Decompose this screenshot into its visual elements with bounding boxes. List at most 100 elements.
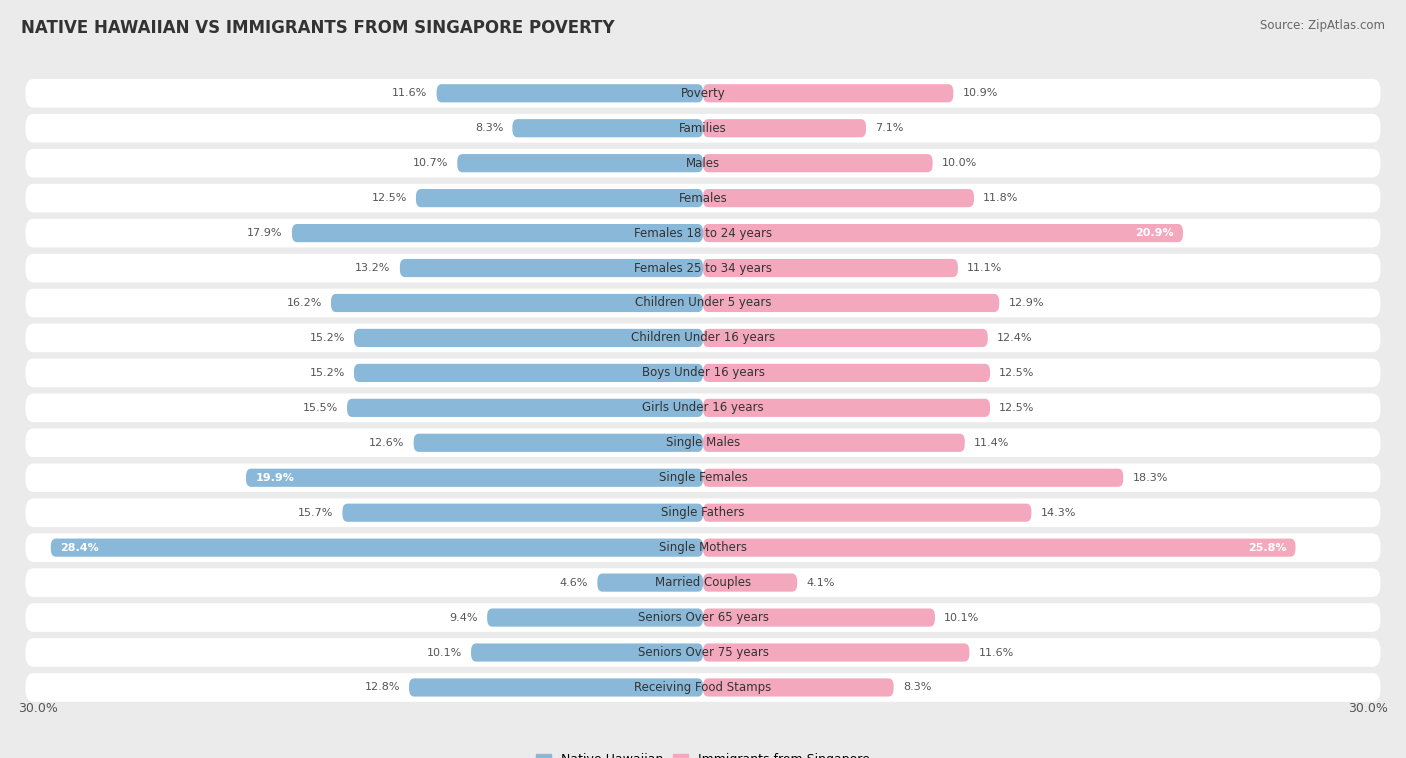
Text: 10.0%: 10.0% [942, 158, 977, 168]
Text: 11.6%: 11.6% [392, 88, 427, 99]
FancyBboxPatch shape [25, 183, 1381, 212]
Text: 10.1%: 10.1% [426, 647, 463, 657]
Text: 11.8%: 11.8% [983, 193, 1018, 203]
Text: 10.7%: 10.7% [413, 158, 449, 168]
Text: 19.9%: 19.9% [256, 473, 294, 483]
FancyBboxPatch shape [409, 678, 703, 697]
Text: 12.5%: 12.5% [1000, 368, 1035, 378]
FancyBboxPatch shape [703, 468, 1123, 487]
FancyBboxPatch shape [703, 224, 1182, 242]
FancyBboxPatch shape [413, 434, 703, 452]
Text: Receiving Food Stamps: Receiving Food Stamps [634, 681, 772, 694]
Text: 30.0%: 30.0% [1348, 702, 1388, 716]
FancyBboxPatch shape [437, 84, 703, 102]
Legend: Native Hawaiian, Immigrants from Singapore: Native Hawaiian, Immigrants from Singapo… [531, 748, 875, 758]
Text: Seniors Over 65 years: Seniors Over 65 years [637, 611, 769, 624]
Text: Single Mothers: Single Mothers [659, 541, 747, 554]
FancyBboxPatch shape [457, 154, 703, 172]
FancyBboxPatch shape [25, 79, 1381, 108]
FancyBboxPatch shape [703, 154, 932, 172]
Text: 16.2%: 16.2% [287, 298, 322, 308]
Text: 12.5%: 12.5% [371, 193, 406, 203]
Text: 10.9%: 10.9% [963, 88, 998, 99]
FancyBboxPatch shape [343, 503, 703, 522]
FancyBboxPatch shape [246, 468, 703, 487]
Text: Single Females: Single Females [658, 471, 748, 484]
Text: Seniors Over 75 years: Seniors Over 75 years [637, 646, 769, 659]
Text: Girls Under 16 years: Girls Under 16 years [643, 401, 763, 415]
FancyBboxPatch shape [399, 259, 703, 277]
Text: 8.3%: 8.3% [475, 124, 503, 133]
FancyBboxPatch shape [416, 189, 703, 207]
Text: 12.5%: 12.5% [1000, 402, 1035, 413]
Text: Males: Males [686, 157, 720, 170]
FancyBboxPatch shape [703, 84, 953, 102]
Text: 10.1%: 10.1% [945, 612, 980, 622]
Text: 12.6%: 12.6% [370, 438, 405, 448]
Text: Married Couples: Married Couples [655, 576, 751, 589]
FancyBboxPatch shape [703, 399, 990, 417]
FancyBboxPatch shape [25, 289, 1381, 318]
FancyBboxPatch shape [703, 574, 797, 592]
Text: 25.8%: 25.8% [1247, 543, 1286, 553]
Text: 15.2%: 15.2% [309, 333, 344, 343]
Text: Single Fathers: Single Fathers [661, 506, 745, 519]
Text: 13.2%: 13.2% [356, 263, 391, 273]
Text: NATIVE HAWAIIAN VS IMMIGRANTS FROM SINGAPORE POVERTY: NATIVE HAWAIIAN VS IMMIGRANTS FROM SINGA… [21, 19, 614, 37]
FancyBboxPatch shape [25, 534, 1381, 562]
FancyBboxPatch shape [25, 603, 1381, 632]
Text: 15.2%: 15.2% [309, 368, 344, 378]
Text: 15.5%: 15.5% [302, 402, 337, 413]
Text: Families: Families [679, 122, 727, 135]
FancyBboxPatch shape [25, 219, 1381, 247]
FancyBboxPatch shape [25, 324, 1381, 352]
Text: 15.7%: 15.7% [298, 508, 333, 518]
Text: 12.8%: 12.8% [364, 682, 399, 693]
Text: 7.1%: 7.1% [875, 124, 904, 133]
FancyBboxPatch shape [347, 399, 703, 417]
Text: 11.6%: 11.6% [979, 647, 1014, 657]
Text: Females 18 to 24 years: Females 18 to 24 years [634, 227, 772, 240]
Text: 18.3%: 18.3% [1132, 473, 1168, 483]
Text: Females: Females [679, 192, 727, 205]
FancyBboxPatch shape [25, 149, 1381, 177]
Text: 17.9%: 17.9% [247, 228, 283, 238]
FancyBboxPatch shape [703, 503, 1032, 522]
FancyBboxPatch shape [703, 294, 1000, 312]
FancyBboxPatch shape [703, 259, 957, 277]
FancyBboxPatch shape [703, 678, 894, 697]
FancyBboxPatch shape [471, 644, 703, 662]
FancyBboxPatch shape [703, 539, 1295, 556]
Text: Poverty: Poverty [681, 86, 725, 100]
FancyBboxPatch shape [25, 638, 1381, 667]
FancyBboxPatch shape [598, 574, 703, 592]
FancyBboxPatch shape [25, 463, 1381, 492]
FancyBboxPatch shape [25, 254, 1381, 283]
Text: 12.9%: 12.9% [1008, 298, 1043, 308]
Text: 11.1%: 11.1% [967, 263, 1002, 273]
Text: 30.0%: 30.0% [18, 702, 58, 716]
Text: Females 25 to 34 years: Females 25 to 34 years [634, 262, 772, 274]
Text: 4.6%: 4.6% [560, 578, 588, 587]
FancyBboxPatch shape [354, 364, 703, 382]
FancyBboxPatch shape [25, 568, 1381, 597]
Text: 12.4%: 12.4% [997, 333, 1032, 343]
Text: Single Males: Single Males [666, 437, 740, 449]
FancyBboxPatch shape [25, 673, 1381, 702]
FancyBboxPatch shape [703, 189, 974, 207]
FancyBboxPatch shape [25, 359, 1381, 387]
FancyBboxPatch shape [512, 119, 703, 137]
Text: 11.4%: 11.4% [974, 438, 1010, 448]
FancyBboxPatch shape [703, 609, 935, 627]
Text: Source: ZipAtlas.com: Source: ZipAtlas.com [1260, 19, 1385, 32]
FancyBboxPatch shape [25, 114, 1381, 143]
FancyBboxPatch shape [51, 539, 703, 556]
FancyBboxPatch shape [703, 119, 866, 137]
Text: 28.4%: 28.4% [60, 543, 98, 553]
FancyBboxPatch shape [330, 294, 703, 312]
Text: 20.9%: 20.9% [1135, 228, 1174, 238]
FancyBboxPatch shape [25, 393, 1381, 422]
FancyBboxPatch shape [292, 224, 703, 242]
FancyBboxPatch shape [25, 428, 1381, 457]
FancyBboxPatch shape [486, 609, 703, 627]
